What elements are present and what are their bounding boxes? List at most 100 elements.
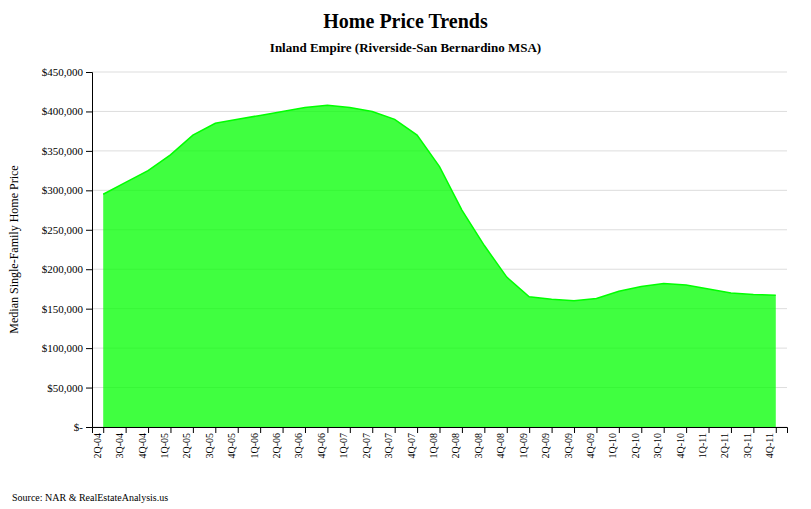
x-tick-mark [619,427,620,433]
x-tick: 2Q-07 [361,427,373,459]
x-tick-label: 1Q-08 [428,433,439,459]
x-tick-mark [686,427,687,433]
x-tick-mark [238,427,239,433]
x-tick-label: 4Q-11 [764,433,775,458]
x-tick-mark [327,427,328,433]
x-tick-mark [596,427,597,433]
grid-line [92,111,787,112]
x-tick: 4Q-06 [316,427,328,459]
y-tick-mark [86,151,92,152]
x-tick-mark [260,427,261,433]
x-tick: 2Q-08 [450,427,462,459]
x-tick-mark [283,427,284,433]
x-tick: 4Q-08 [495,427,507,459]
x-tick: 3Q-05 [204,427,216,459]
y-tick: $50,000 [47,382,92,394]
x-tick-mark [484,427,485,433]
title: Home Price Trends [323,10,488,32]
x-tick: 3Q-06 [293,427,305,459]
x-tick-mark [574,427,575,433]
x-tick-mark [507,427,508,433]
x-tick: 1Q-07 [338,427,350,459]
y-tick-mark [86,269,92,270]
x-tick-mark [776,427,777,433]
x-tick-label: 4Q-08 [495,433,506,459]
x-tick-mark [709,427,710,433]
x-tick-mark [170,427,171,433]
y-tick: $200,000 [42,263,92,275]
y-tick-label: $400,000 [42,105,84,117]
x-tick: 2Q-06 [271,427,283,459]
x-tick: 2Q-09 [540,427,552,459]
x-tick-label: 4Q-09 [585,433,596,459]
marks [103,105,776,427]
x-tick-mark [305,427,306,433]
y-tick-mark [86,388,92,389]
x-tick-label: 3Q-08 [473,433,484,459]
y-axis: $-$50,000$100,000$150,000$200,000$250,00… [42,66,93,433]
x-tick-label: 2Q-06 [271,433,282,459]
x-tick-label: 3Q-05 [204,433,215,459]
y-tick: $300,000 [42,184,92,196]
x-tick-mark [126,427,127,433]
x-tick-label: 3Q-07 [383,433,394,459]
y-tick-mark [86,72,92,73]
grid [92,72,787,427]
x-tick: 3Q-04 [114,427,126,459]
x-tick-label: 2Q-07 [361,433,372,459]
y-tick-mark [86,230,92,231]
y-tick-label: $300,000 [42,184,84,196]
x-axis-line [93,428,788,434]
x-tick-label: 3Q-09 [563,433,574,459]
area-line [103,105,776,301]
x-tick-mark [753,427,754,433]
x-tick-label: 4Q-07 [406,433,417,459]
x-tick-label: 4Q-06 [316,433,327,459]
y-tick-mark [86,111,92,112]
x-tick: 3Q-11 [742,427,754,458]
x-tick: 4Q-07 [406,427,418,459]
subtitle: Inland Empire (Riverside-San Bernardino … [270,40,541,55]
y-tick-label: $250,000 [42,224,84,236]
y-tick: $- [74,421,92,433]
x-tick: 4Q-04 [137,427,149,459]
grid-line [92,72,787,73]
x-tick-label: 1Q-07 [338,433,349,459]
x-tick: 1Q-05 [159,427,171,459]
x-tick-mark [215,427,216,433]
x-tick-mark [395,427,396,433]
x-tick-label: 2Q-09 [540,433,551,459]
x-tick-label: 1Q-10 [607,433,618,459]
y-tick: $400,000 [42,105,92,117]
x-tick: 1Q-06 [249,427,261,459]
y-tick-label: $150,000 [42,303,84,315]
x-tick: 2Q-04 [92,427,104,459]
x-tick-mark [372,427,373,433]
x-tick-label: 1Q-11 [697,433,708,458]
chart: Home Price Trends Inland Empire (Riversid… [0,0,811,509]
x-tick-label: 1Q-09 [518,433,529,459]
x-tick-label: 1Q-06 [249,433,260,459]
x-tick: 4Q-10 [675,427,687,459]
x-tick-mark [641,427,642,433]
x-tick-mark [103,427,104,433]
x-tick-label: 2Q-08 [450,433,461,459]
x-tick-label: 4Q-10 [675,433,686,459]
x-tick-mark [417,427,418,433]
x-tick-mark [529,427,530,433]
x-tick: 1Q-11 [697,427,709,458]
y-axis-line [86,73,93,428]
y-tick-label: $50,000 [47,382,83,394]
x-tick: 4Q-05 [226,427,238,459]
x-tick-label: 3Q-10 [652,433,663,459]
x-tick: 3Q-10 [652,427,664,459]
source-note: Source: NAR & RealEstateAnalysis.us [12,492,168,503]
x-tick: 3Q-08 [473,427,485,459]
y-tick-label: $- [74,421,84,433]
x-tick-mark [552,427,553,433]
x-tick: 1Q-08 [428,427,440,459]
x-tick-mark [193,427,194,433]
x-tick-mark [148,427,149,433]
y-tick-label: $450,000 [42,66,84,78]
x-tick-label: 1Q-05 [159,433,170,459]
